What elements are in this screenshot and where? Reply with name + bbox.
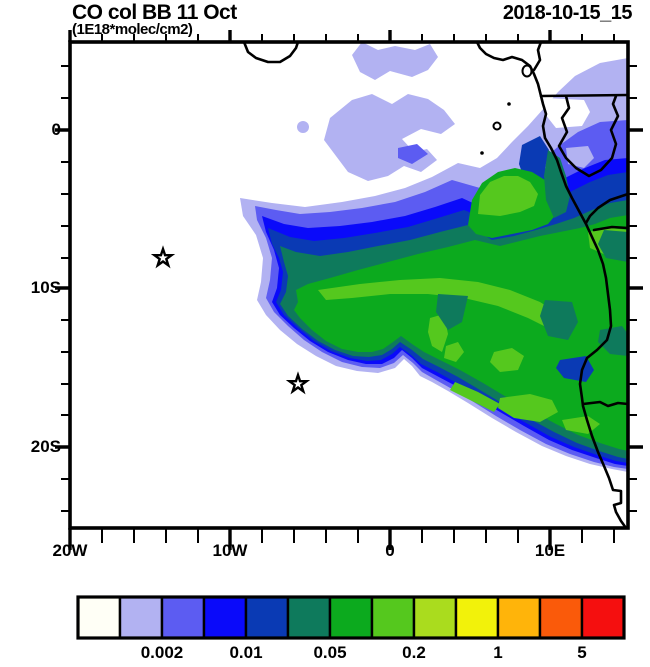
- border-drc-angola: [592, 225, 628, 232]
- contour-patch: [598, 326, 628, 356]
- coastline-africa-west: [475, 42, 628, 528]
- y-tick-label-20s: 20S: [30, 437, 61, 456]
- plot-title: CO col BB 11 Oct: [72, 1, 237, 24]
- contour-patch: [544, 150, 570, 218]
- y-tick-label-10s: 10S: [30, 278, 61, 297]
- colorbar-cell: [454, 595, 500, 640]
- contour-speck: [297, 121, 309, 133]
- contour-wisp: [324, 94, 455, 181]
- island-annobon: [480, 151, 484, 155]
- colorbar-label-005: 0.05: [313, 643, 347, 662]
- colorbar-cell: [328, 595, 374, 640]
- contour-wisp: [398, 144, 428, 164]
- colorbar-frame: [76, 595, 626, 640]
- contour-region: [294, 215, 628, 451]
- x-tick-label-10w: 10W: [212, 541, 248, 560]
- minor-ticks: [61, 34, 637, 543]
- coastline-gulf-guinea: [242, 42, 300, 64]
- border-gabon-congo: [557, 94, 620, 178]
- contour-patch: [490, 348, 524, 372]
- colorbar-cell: [580, 595, 626, 640]
- colorbar-cell: [496, 595, 542, 640]
- contour-patch: [478, 176, 538, 216]
- island-sao-tome: [492, 121, 502, 131]
- contour-patch: [598, 230, 628, 262]
- colorbar-cell: [370, 595, 416, 640]
- island-bioko: [521, 64, 533, 78]
- plot-units-subtitle: (1E18*molec/cm2): [72, 21, 193, 38]
- contour-white-pocket: [545, 98, 590, 128]
- contour-patch: [436, 294, 468, 330]
- axes-ticks: [55, 30, 643, 550]
- colorbar-label-001: 0.01: [229, 643, 263, 662]
- colorbar-label-5: 5: [577, 643, 587, 662]
- colorbar-cell: [202, 595, 248, 640]
- colorbar-cell: [412, 595, 458, 640]
- colorbar-cell: [286, 595, 332, 640]
- contour-field: [70, 42, 628, 528]
- x-tick-label-20w: 20W: [52, 541, 88, 560]
- contour-patch: [540, 300, 578, 340]
- island-principe: [507, 102, 511, 106]
- major-ticks: [55, 30, 643, 550]
- colorbar-label-1: 1: [493, 643, 503, 662]
- contour-patch: [444, 342, 464, 362]
- contour-patch: [566, 146, 594, 168]
- x-tick-label-0: 0: [385, 541, 395, 560]
- border-nigeria-cameroon: [532, 42, 543, 72]
- map-frame: [68, 40, 630, 530]
- contour-patch: [318, 278, 568, 330]
- plot-timestamp: 2018-10-15_15: [502, 2, 633, 24]
- colorbar-cell: [76, 595, 122, 640]
- colorbar-label-0002: 0.002: [140, 643, 184, 662]
- colorbar-cell: [160, 595, 206, 640]
- colorbar-cell: [538, 595, 584, 640]
- x-tick-label-10e: 10E: [534, 541, 566, 560]
- border-angola-namibia: [581, 400, 628, 408]
- contour-wisp: [352, 42, 438, 80]
- contour-patch: [450, 382, 500, 412]
- colorbar-cell: [118, 595, 164, 640]
- contour-patch: [498, 394, 558, 422]
- colorbar-cell: [244, 595, 290, 640]
- contour-white-pocket: [586, 42, 628, 60]
- border-congo-drc: [584, 192, 628, 225]
- contour-patch: [428, 314, 448, 352]
- border-cameroon-south: [539, 93, 628, 98]
- colorbar: [76, 595, 626, 640]
- colorbar-label-02: 0.2: [402, 643, 426, 662]
